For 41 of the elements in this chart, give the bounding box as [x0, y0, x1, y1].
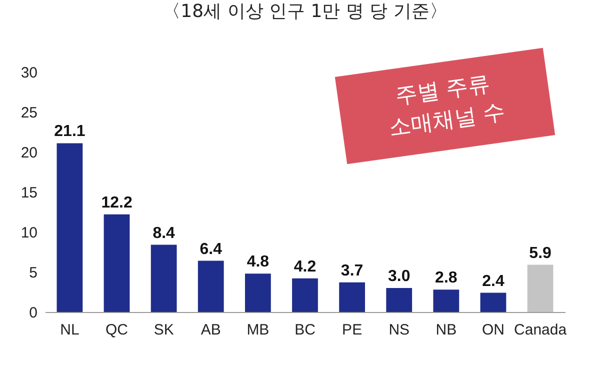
y-tick-label: 25	[20, 104, 38, 122]
bar	[150, 244, 177, 312]
bar	[292, 278, 318, 312]
bar	[56, 143, 83, 312]
x-tick-label: NL	[60, 322, 80, 338]
x-tick-label: SK	[154, 322, 174, 338]
y-tick-label: 15	[20, 184, 38, 202]
y-tick-label: 0	[29, 304, 38, 322]
x-tick-label: MB	[246, 322, 270, 338]
x-tick-label: QC	[106, 322, 128, 338]
x-tick-label: BC	[294, 322, 316, 338]
data-label: 8.4	[152, 224, 176, 242]
x-tick-label: NB	[436, 322, 457, 338]
data-label: 2.4	[482, 272, 504, 290]
data-label: 21.1	[54, 123, 86, 140]
data-label: 3.7	[340, 262, 364, 280]
y-tick-label: 10	[20, 224, 38, 242]
data-label: 12.2	[101, 194, 132, 212]
x-tick-label: ON	[482, 322, 504, 338]
bar	[339, 282, 365, 312]
bar	[480, 292, 506, 312]
x-tick-label: NS	[388, 322, 410, 338]
data-label: 3.0	[388, 268, 410, 285]
data-label: 5.9	[529, 244, 552, 262]
x-tick-label: Canada	[514, 322, 568, 338]
x-tick-label: PE	[342, 322, 362, 338]
data-label: 2.8	[435, 270, 458, 287]
x-tick-label: AB	[200, 322, 221, 338]
y-tick-label: 20	[20, 144, 38, 162]
data-label: 4.8	[246, 254, 270, 271]
bar	[386, 288, 412, 312]
bar	[104, 214, 130, 312]
bar	[245, 274, 271, 312]
bar	[527, 264, 554, 312]
bar	[433, 290, 460, 312]
data-label: 6.4	[200, 240, 222, 258]
data-label: 4.2	[294, 258, 316, 276]
y-tick-label: 30	[20, 64, 38, 82]
y-tick-label: 5	[29, 264, 38, 282]
bar	[198, 260, 224, 312]
chart-title: 〈18세 이상 인구 1만 명 당 기준〉	[162, 1, 448, 22]
